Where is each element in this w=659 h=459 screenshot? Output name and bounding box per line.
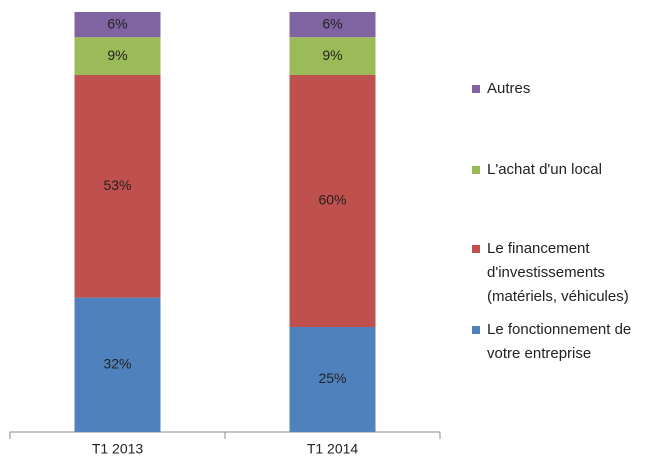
legend-item: Autres [472,77,657,101]
legend-label: Le financement d'investissements (matéri… [487,240,629,305]
bar-segment [74,12,161,38]
data-label: 32% [103,356,131,372]
data-label: 60% [318,192,346,208]
legend-item: L'achat d'un local [472,158,657,182]
bar-segment [289,327,376,432]
data-label: 6% [322,15,342,31]
bar-segment [289,75,376,327]
data-label: 6% [107,15,127,31]
x-tick-label: T1 2014 [307,441,359,457]
x-tick-label: T1 2013 [92,441,144,457]
legend-swatch [472,85,480,93]
bar-segment [74,297,161,432]
legend-swatch [472,326,480,334]
legend-label: Le fonctionnement de votre entreprise [487,321,632,362]
data-label: 25% [318,370,346,386]
legend-item: Le financement d'investissements (matéri… [472,237,657,309]
legend-swatch [472,166,480,174]
bar-segment [74,75,161,298]
legend-item: Le fonctionnement de votre entreprise [472,318,657,366]
data-label: 9% [107,47,127,63]
legend-swatch [472,245,480,253]
legend-label: Autres [487,80,531,97]
data-label: 53% [103,177,131,193]
legend-label: L'achat d'un local [487,161,602,178]
bar-segment [289,12,376,38]
bar-segment [74,37,161,75]
bar-segment [289,37,376,75]
data-label: 9% [322,47,342,63]
